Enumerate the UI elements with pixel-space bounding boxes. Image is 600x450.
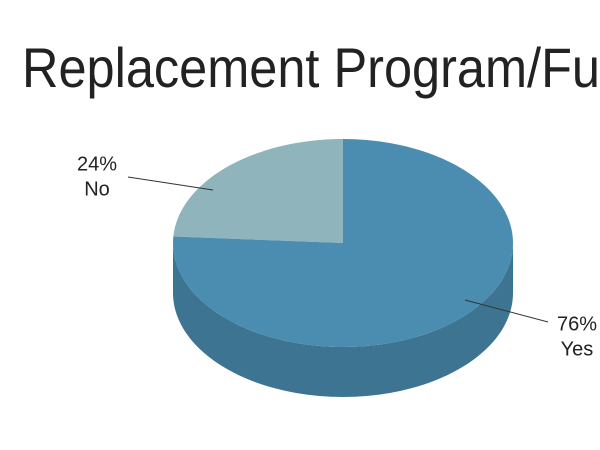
pie-slice [173, 139, 343, 243]
pie-slice [173, 139, 513, 347]
value-label: 24% [77, 153, 117, 175]
pie-side [173, 243, 513, 397]
value-label: 76% [557, 313, 597, 335]
category-label: No [84, 178, 110, 200]
leader-line [127, 176, 214, 191]
chart-title: Replacement Program/Fu [22, 36, 600, 99]
category-label: Yes [561, 338, 594, 360]
leader-line [464, 299, 549, 323]
